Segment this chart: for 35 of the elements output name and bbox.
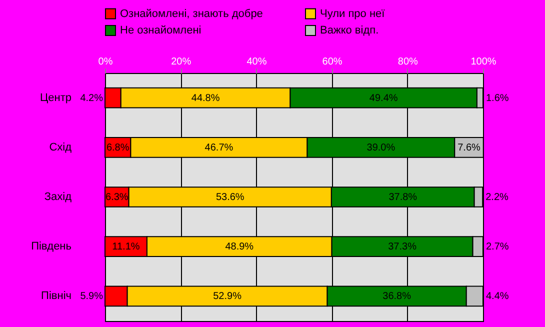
- data-label: 37.8%: [388, 192, 418, 203]
- data-label: 44.8%: [191, 92, 220, 104]
- data-label: 52.9%: [213, 291, 242, 302]
- legend-label: Чули про неї: [320, 8, 385, 20]
- data-label: 11.1%: [112, 242, 140, 253]
- data-label: 49.4%: [369, 92, 398, 104]
- y-tick-label: Північ: [41, 290, 72, 302]
- data-label: 2.7%: [486, 242, 509, 253]
- data-label: 7.6%: [458, 142, 481, 154]
- legend-label: Важко відп.: [320, 24, 379, 36]
- x-tick-label: 40%: [246, 56, 267, 68]
- data-label: 4.4%: [486, 291, 509, 302]
- data-label: 46.7%: [204, 142, 234, 154]
- x-tick-label: 0%: [98, 56, 113, 68]
- legend-label: Не ознайомлені: [120, 24, 202, 36]
- legend-label: Ознайомлені, знають добре: [120, 8, 263, 20]
- y-tick-label: Захід: [44, 191, 72, 203]
- x-tick-label: 20%: [171, 56, 192, 68]
- y-tick-label: Південь: [31, 240, 72, 253]
- data-label: 6.3%: [106, 192, 128, 203]
- data-label: 4.2%: [80, 92, 104, 104]
- data-label: 37.3%: [388, 242, 417, 253]
- data-label: 5.9%: [80, 291, 104, 302]
- data-label: 48.9%: [225, 242, 254, 253]
- data-label: 6.8%: [106, 142, 130, 154]
- x-tick-label: 100%: [470, 56, 496, 68]
- y-tick-label: Центр: [40, 92, 72, 104]
- data-label: 2.2%: [486, 192, 509, 203]
- data-label: 53.6%: [216, 192, 244, 203]
- data-label: 1.6%: [486, 92, 509, 104]
- y-tick-label: Схід: [49, 141, 72, 154]
- data-label: 36.8%: [382, 291, 412, 302]
- x-tick-label: 60%: [322, 56, 342, 68]
- data-label: 39.0%: [366, 142, 396, 154]
- x-tick-label: 80%: [398, 56, 418, 68]
